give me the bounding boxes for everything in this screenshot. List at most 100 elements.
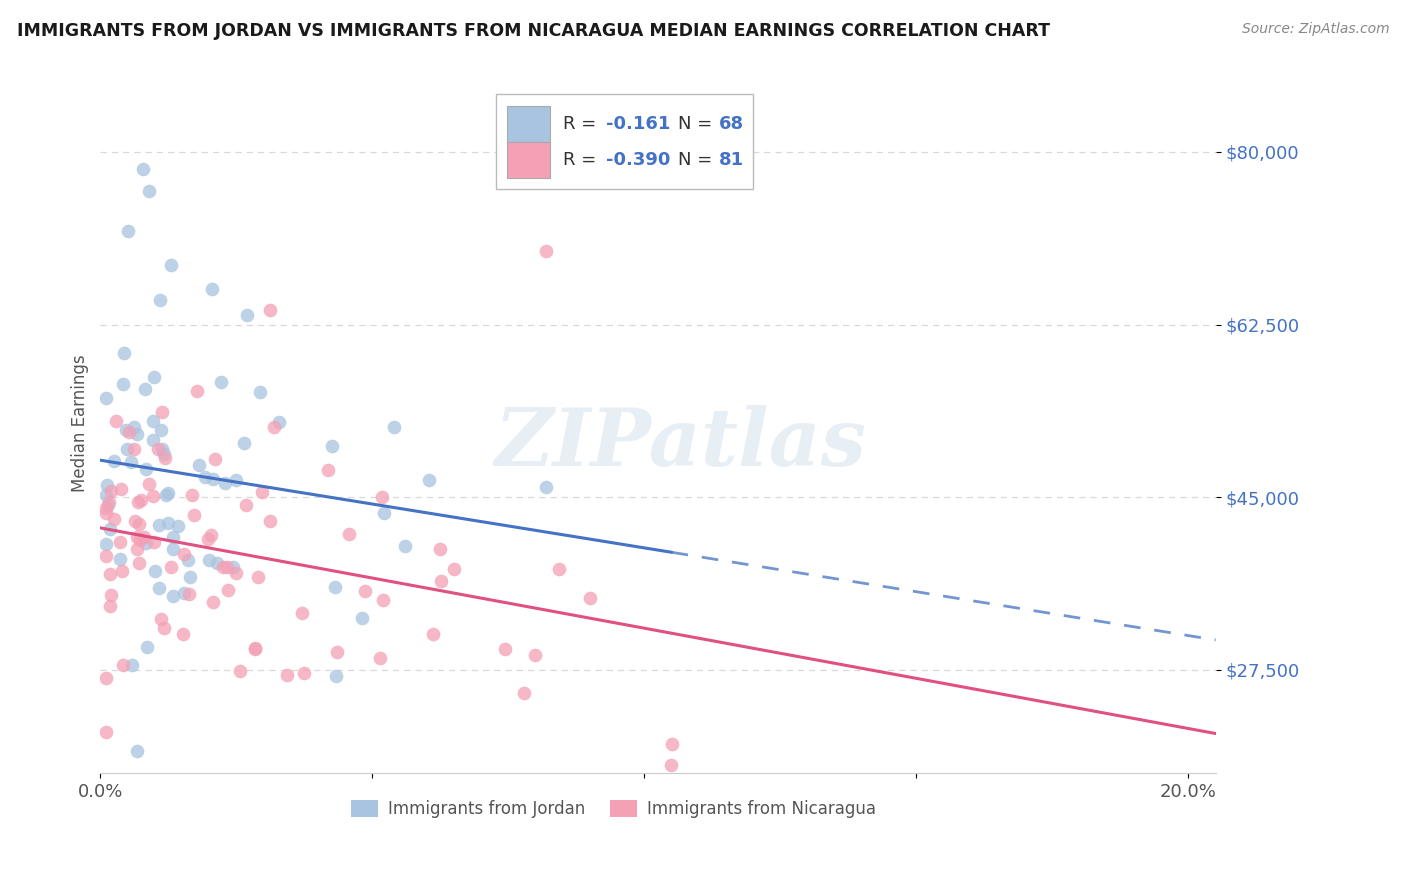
Point xyxy=(263,420,285,434)
Point xyxy=(430,574,453,589)
Point xyxy=(205,557,228,571)
Text: Source: ZipAtlas.com: Source: ZipAtlas.com xyxy=(1241,22,1389,37)
Point xyxy=(291,607,314,621)
Point xyxy=(142,489,165,503)
Point xyxy=(186,384,208,398)
Point xyxy=(202,595,225,609)
Point xyxy=(494,642,516,657)
Point xyxy=(111,658,134,673)
Point xyxy=(429,542,451,557)
Point xyxy=(149,293,172,307)
Point xyxy=(94,391,117,405)
Point xyxy=(267,415,290,429)
Point xyxy=(142,535,165,549)
Point xyxy=(221,559,243,574)
Point xyxy=(443,562,465,576)
Point xyxy=(352,611,374,625)
Point xyxy=(94,671,117,685)
Point xyxy=(125,530,148,544)
Point xyxy=(212,559,235,574)
Point xyxy=(235,498,257,512)
Point xyxy=(138,477,160,491)
Point xyxy=(134,529,156,543)
Point xyxy=(523,648,546,662)
Point xyxy=(325,669,347,683)
Point xyxy=(100,588,122,602)
Text: N =: N = xyxy=(678,115,718,133)
Point xyxy=(659,757,682,772)
Point xyxy=(115,442,138,456)
Point xyxy=(125,744,148,758)
Point xyxy=(135,536,157,550)
Point xyxy=(127,541,149,556)
Point xyxy=(536,480,558,494)
Point xyxy=(245,640,267,655)
Point xyxy=(200,527,222,541)
Text: R =: R = xyxy=(564,151,602,169)
Point xyxy=(132,161,155,176)
Point xyxy=(236,308,259,322)
Point xyxy=(197,552,219,566)
Point xyxy=(373,506,395,520)
Point xyxy=(129,533,152,548)
Point xyxy=(150,405,173,419)
Point xyxy=(150,442,173,457)
Point xyxy=(134,382,156,396)
Point xyxy=(118,425,141,439)
Text: ZIPatlas: ZIPatlas xyxy=(495,406,866,483)
Point xyxy=(128,517,150,532)
Point xyxy=(394,539,416,553)
Point xyxy=(143,369,166,384)
Text: 81: 81 xyxy=(720,151,744,169)
Point xyxy=(323,580,346,594)
Point xyxy=(94,725,117,739)
Point xyxy=(128,556,150,570)
Point xyxy=(162,589,184,603)
Point xyxy=(149,423,172,437)
Point xyxy=(124,514,146,528)
Point xyxy=(173,547,195,561)
Point xyxy=(98,599,121,614)
Point xyxy=(141,414,163,428)
Point xyxy=(578,591,600,605)
Point xyxy=(143,564,166,578)
Point xyxy=(179,587,201,601)
Point xyxy=(172,626,194,640)
Point xyxy=(157,486,180,500)
Point xyxy=(129,493,152,508)
Point xyxy=(138,185,160,199)
Point xyxy=(142,433,165,447)
Point xyxy=(117,224,139,238)
Point xyxy=(548,562,571,576)
Point xyxy=(316,463,339,477)
Point xyxy=(153,447,176,461)
Point xyxy=(371,592,394,607)
FancyBboxPatch shape xyxy=(508,106,550,143)
Point xyxy=(160,258,183,272)
Point xyxy=(103,454,125,468)
Point xyxy=(108,551,131,566)
Text: 68: 68 xyxy=(720,115,744,133)
Point xyxy=(418,473,440,487)
Text: -0.390: -0.390 xyxy=(606,151,669,169)
Point xyxy=(201,282,224,296)
Point xyxy=(204,451,226,466)
Point xyxy=(326,645,349,659)
Point xyxy=(292,665,315,680)
Point xyxy=(382,420,405,434)
Point xyxy=(148,517,170,532)
Point xyxy=(197,532,219,546)
Point xyxy=(111,377,134,392)
Point xyxy=(94,488,117,502)
Point xyxy=(98,522,121,536)
Point xyxy=(127,495,149,509)
Point xyxy=(149,612,172,626)
Point xyxy=(94,537,117,551)
Point xyxy=(148,442,170,456)
Point xyxy=(536,244,558,258)
Point xyxy=(259,303,281,318)
Point xyxy=(157,516,180,530)
Point xyxy=(111,564,134,578)
Point xyxy=(422,627,444,641)
Point xyxy=(259,514,281,528)
